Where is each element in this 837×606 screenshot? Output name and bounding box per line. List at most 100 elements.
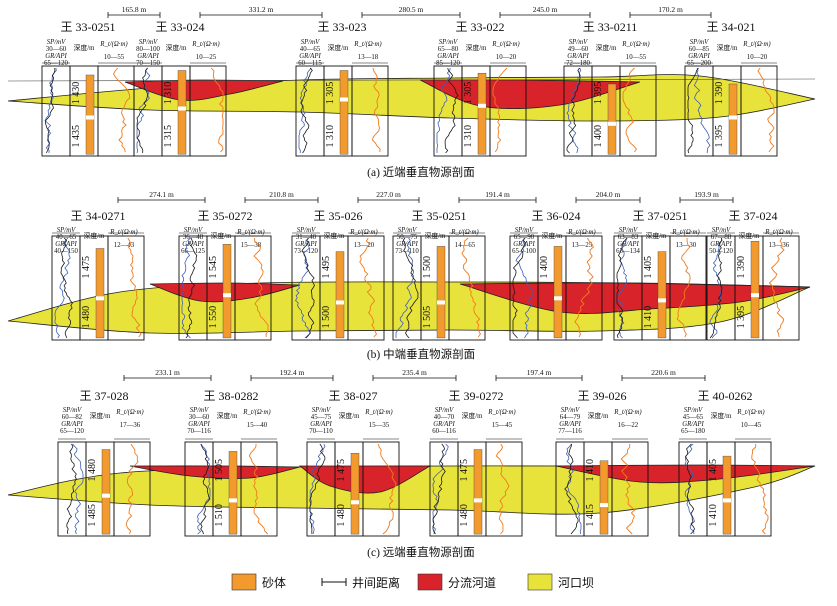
well-name: 王 38-027 <box>329 389 378 403</box>
gr-curve <box>66 443 77 535</box>
panel-2: 王 34-0271SP/mV40—65GR/API40—150深度/mR_t/(… <box>7 190 811 361</box>
distance-label: 220.6 m <box>651 368 676 377</box>
rt-range: 10—20 <box>747 54 768 61</box>
depth-bottom: 1 480 <box>459 504 470 527</box>
depth-top: 1 480 <box>87 459 98 482</box>
gr-curve <box>300 67 313 154</box>
depth-bottom: 1 510 <box>214 504 225 527</box>
sp-range: 60—82 <box>62 414 83 421</box>
rt-curve <box>112 67 131 153</box>
rt-range: 10—55 <box>104 54 125 61</box>
well-name: 王 38-0282 <box>204 389 259 403</box>
rt-range: 16—22 <box>618 422 639 429</box>
depth-top: 1 405 <box>643 256 654 279</box>
depth-label: 深度/m <box>90 411 111 420</box>
sp-label: SP/mV <box>561 407 580 414</box>
rt-track <box>619 65 657 157</box>
rt-curve <box>359 237 378 338</box>
panel-3: 王 37-028SP/mV60—82GR/API65—120深度/mR_t/(Ω… <box>7 368 816 559</box>
depth-bottom: 1 400 <box>593 125 604 148</box>
sp-range: 49—60 <box>568 46 589 53</box>
sand-body-column <box>553 246 563 339</box>
gr-curve <box>564 443 579 535</box>
gr-range: 65—180 <box>681 428 705 435</box>
rt-curve <box>371 67 381 153</box>
gr-curve <box>60 237 73 339</box>
rt-label: R_t/(Ω·m) <box>736 409 765 416</box>
rt-track <box>669 235 707 341</box>
depth-top: 1 400 <box>539 256 550 279</box>
sp-range: 45—75 <box>311 414 332 421</box>
depth-bottom: 1 410 <box>643 306 654 329</box>
well-distance: 245.0 m <box>499 5 591 18</box>
depth-label: 深度/m <box>596 43 617 52</box>
rt-track <box>347 235 385 341</box>
gr-range: 72—180 <box>566 60 590 67</box>
gr-label: GR/API <box>299 53 321 60</box>
distributary-channel-body <box>129 465 301 480</box>
well-name: 王 40-0262 <box>698 389 753 403</box>
rt-track <box>611 441 649 537</box>
sp-curve <box>196 443 211 535</box>
distance-label: 170.2 m <box>658 5 683 14</box>
sp-label: SP/mV <box>439 39 458 46</box>
gr-range: 70—150 <box>136 60 160 67</box>
well-log: 王 35-0251SP/mV50—75GR/API73—110深度/mR_t/(… <box>392 209 486 341</box>
sand-body-column <box>177 70 187 155</box>
well-distance: 192.4 m <box>250 368 334 381</box>
sp-range: 31—40 <box>296 234 317 241</box>
sp-curve <box>181 237 191 339</box>
rt-track <box>485 441 523 537</box>
rt-label: R_t/(Ω·m) <box>236 229 265 236</box>
well-name: 王 39-026 <box>578 389 627 403</box>
rt-label: R_t/(Ω·m) <box>115 409 144 416</box>
gr-range: 65—200 <box>687 60 711 67</box>
rt-label: R_t/(Ω·m) <box>191 41 220 48</box>
rt-range: 12—43 <box>114 242 135 249</box>
rt-range: 10—55 <box>626 54 647 61</box>
gr-range: 60—116 <box>432 428 456 435</box>
rt-range: 13—20 <box>354 242 375 249</box>
well-name: 王 34-0271 <box>71 209 126 223</box>
gr-label: GR/API <box>559 421 581 428</box>
rt-curve <box>768 237 785 338</box>
sp-range: 45—65 <box>683 414 704 421</box>
legend-swatch <box>527 573 553 591</box>
rt-curve <box>210 67 224 153</box>
rt-label: R_t/(Ω·m) <box>764 229 793 236</box>
sp-label: SP/mV <box>63 407 82 414</box>
distance-label: 191.4 m <box>485 190 510 199</box>
gr-curve <box>200 443 211 535</box>
depth-label: 深度/m <box>588 411 609 420</box>
rt-label: R_t/(Ω·m) <box>99 41 128 48</box>
depth-bottom: 1 310 <box>463 125 474 148</box>
rt-curve <box>751 444 769 535</box>
well-distance: 227.0 m <box>357 190 420 203</box>
sp-range: 40—70 <box>434 414 455 421</box>
distributary-channel-body <box>555 464 816 484</box>
sand-body-column <box>101 449 111 535</box>
gr-range: 65—120 <box>44 60 68 67</box>
rt-track <box>97 65 135 157</box>
sp-gr-track <box>41 65 71 157</box>
well-distance: 331.2 m <box>199 5 323 18</box>
rt-label: R_t/(Ω·m) <box>613 409 642 416</box>
rt-track <box>189 65 227 157</box>
well-distance: 280.5 m <box>361 5 461 18</box>
gr-range: 66—125 <box>181 248 205 255</box>
well-distance: 233.1 m <box>123 368 212 381</box>
depth-top: 1 410 <box>585 459 596 482</box>
rt-track <box>113 441 151 537</box>
sand-body-column <box>477 72 487 155</box>
rt-track <box>234 235 272 341</box>
depth-top: 1 305 <box>325 82 336 105</box>
rt-label: R_t/(Ω·m) <box>364 409 393 416</box>
rt-track <box>240 441 278 537</box>
sp-curve <box>436 67 451 153</box>
sp-range: 40—65 <box>300 46 321 53</box>
well-name: 王 37-028 <box>80 389 129 403</box>
